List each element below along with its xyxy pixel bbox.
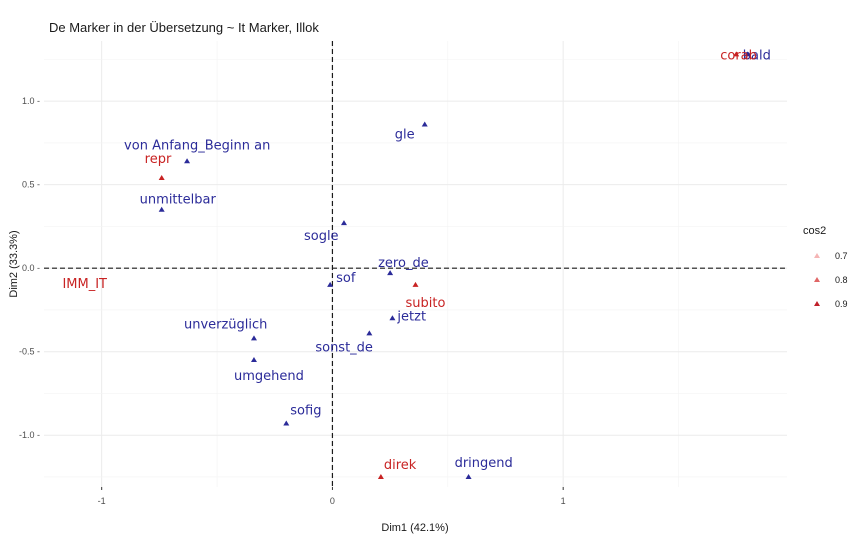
legend-label: 0.7 [835, 251, 848, 261]
point-label: unverzüglich [184, 317, 267, 332]
point-label: repr [145, 152, 172, 167]
point-label: IMM_IT [62, 277, 107, 292]
point-label: jetzt [396, 309, 426, 324]
data-point [377, 473, 384, 479]
point-label: corab [720, 48, 757, 63]
plot-panel [44, 41, 787, 487]
data-point [421, 121, 428, 127]
x-axis-label: Dim1 (42.1%) [381, 522, 448, 534]
data-point [366, 330, 373, 336]
y-tick-label: 0.0 - [22, 263, 40, 273]
point-label: direk [384, 458, 417, 473]
legend-swatch [814, 277, 820, 282]
data-point [250, 357, 257, 363]
data-point [283, 420, 290, 426]
y-axis-label: Dim2 (33.3%) [8, 230, 20, 297]
legend-swatch [814, 253, 820, 258]
point-label: sonst_de [315, 340, 373, 355]
chart-title: De Marker in der Übersetzung ~ It Marker… [49, 20, 319, 35]
data-point [327, 281, 334, 287]
data-points [158, 51, 751, 479]
point-label: sof [336, 271, 356, 286]
legend-title: cos2 [803, 225, 826, 237]
y-tick-label: -0.5 - [19, 347, 40, 357]
y-tick-label: -1.0 - [19, 430, 40, 440]
data-point [387, 270, 394, 276]
point-label: dringend [455, 456, 513, 471]
point-label: subito [406, 296, 446, 311]
point-label: zero_de [378, 256, 429, 271]
reference-lines [44, 41, 787, 487]
data-point [250, 335, 257, 341]
data-point [744, 51, 751, 57]
data-point [465, 473, 472, 479]
legend-label: 0.9 [835, 299, 848, 309]
axis-ticks: -1 0 1 -1.0 - -0.5 - 0.0 - 0.5 - 1.0 - [19, 96, 566, 506]
point-label: umgehend [234, 369, 304, 384]
point-label: sofig [290, 404, 321, 419]
data-point [733, 51, 740, 57]
point-label: unmittelbar [140, 193, 217, 208]
legend-label: 0.8 [835, 275, 848, 285]
x-tick-label: 1 [561, 496, 566, 506]
data-point [158, 206, 165, 212]
data-point [158, 174, 165, 180]
point-label: gle [395, 128, 415, 143]
x-tick-label: 0 [330, 496, 335, 506]
y-tick-label: 0.5 - [22, 180, 40, 190]
x-tick-label: -1 [98, 496, 106, 506]
point-labels: von Anfang_Beginn an unmittelbar gle sogle z… [62, 48, 770, 473]
y-tick-label: 1.0 - [22, 96, 40, 106]
data-point [184, 158, 191, 164]
point-label: bald [743, 48, 771, 63]
legend: cos2 0.7 0.8 0.9 [803, 225, 848, 309]
legend-swatch [814, 301, 820, 306]
point-label: sogle [304, 229, 339, 244]
point-label: von Anfang_Beginn an [124, 138, 270, 153]
data-point [340, 220, 347, 226]
data-point [412, 281, 419, 287]
data-point [389, 315, 396, 321]
